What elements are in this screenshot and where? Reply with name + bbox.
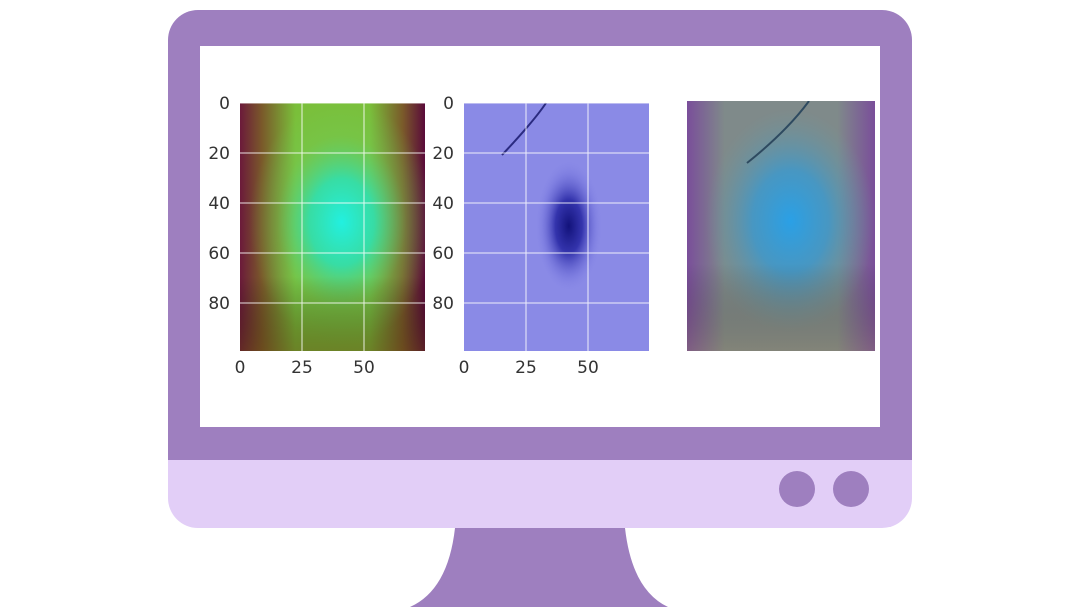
y-tick-label: 20 [208, 144, 230, 164]
circle-button-icon[interactable] [833, 471, 869, 507]
x-tick-label: 50 [353, 358, 375, 378]
image-panel: 0 20 40 60 80 0 25 50 [424, 91, 654, 391]
y-tick-label: 0 [219, 94, 230, 114]
y-tick-label: 20 [432, 144, 454, 164]
x-tick-label: 50 [577, 358, 599, 378]
x-tick-label: 0 [235, 358, 246, 378]
y-tick-label: 60 [432, 244, 454, 264]
x-tick-label: 25 [291, 358, 313, 378]
y-tick-label: 60 [208, 244, 230, 264]
y-tick-label: 0 [443, 94, 454, 114]
y-tick-label: 40 [432, 194, 454, 214]
circle-button-icon[interactable] [779, 471, 815, 507]
x-tick-label: 25 [515, 358, 537, 378]
heatmap-panel: 0 20 40 60 80 0 25 50 [200, 91, 430, 391]
monitor-screen: 0 20 40 60 80 0 25 50 [200, 46, 880, 427]
y-tick-label: 80 [208, 294, 230, 314]
overlay-panel [687, 101, 875, 351]
y-tick-label: 40 [208, 194, 230, 214]
y-tick-label: 80 [432, 294, 454, 314]
x-tick-label: 0 [459, 358, 470, 378]
